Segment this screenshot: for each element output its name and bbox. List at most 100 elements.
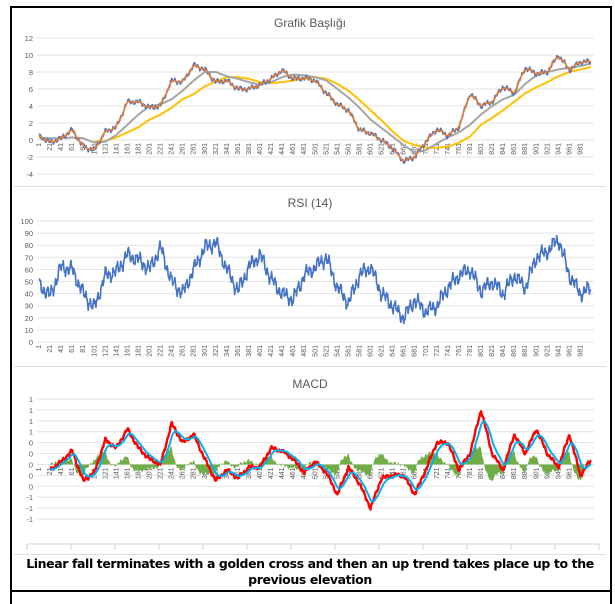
price-chart-panel: Grafik Başlığı 12 10 8 6 4 2 0 -2 -4 1 21 41 61 81 101… bbox=[14, 8, 606, 187]
x-tick-label: 361 bbox=[235, 345, 242, 357]
x-tick-label: 201 bbox=[147, 345, 154, 357]
x-tick-label: 621 bbox=[379, 143, 386, 155]
x-tick-label: 841 bbox=[500, 467, 507, 479]
x-tick-label: 121 bbox=[102, 143, 109, 155]
outer-frame bbox=[10, 6, 612, 604]
x-tick-label: 1 bbox=[36, 467, 43, 471]
x-tick-label: 601 bbox=[368, 345, 375, 357]
x-tick-label: 901 bbox=[533, 345, 540, 357]
x-tick-label: 461 bbox=[290, 467, 297, 479]
x-tick-label: 641 bbox=[390, 345, 397, 357]
x-tick-label: 81 bbox=[80, 345, 87, 353]
x-tick-label: 201 bbox=[147, 467, 154, 479]
x-tick-label: 41 bbox=[58, 467, 65, 475]
y-tick-label: 0 bbox=[29, 136, 33, 145]
macd-chart: 111100000-1-1-11214161811011211411611812… bbox=[26, 395, 600, 550]
x-tick-label: 861 bbox=[511, 467, 518, 479]
y-tick-label: 0 bbox=[29, 460, 33, 469]
x-tick-label: 941 bbox=[555, 467, 562, 479]
x-tick-label: 721 bbox=[434, 467, 441, 479]
figure-caption: Linear fall terminates with a golden cro… bbox=[26, 556, 594, 587]
x-tick-label: 281 bbox=[191, 467, 198, 479]
x-tick-label: 901 bbox=[533, 467, 540, 479]
x-tick-label: 421 bbox=[268, 467, 275, 479]
x-tick-label: 321 bbox=[213, 345, 220, 357]
x-tick-label: 841 bbox=[500, 143, 507, 155]
x-tick-label: 881 bbox=[522, 345, 529, 357]
x-tick-label: 921 bbox=[544, 143, 551, 155]
x-tick-label: 801 bbox=[478, 345, 485, 357]
macd-histogram bbox=[50, 445, 592, 482]
x-tick-label: 821 bbox=[489, 345, 496, 357]
y-tick-label: 12 bbox=[25, 34, 33, 43]
x-tick-label: 141 bbox=[113, 467, 120, 479]
macd-chart-panel: MACD 111100000-1-1-112141618110112114116… bbox=[14, 368, 606, 555]
x-tick-label: 321 bbox=[213, 143, 220, 155]
y-tick-label: 6 bbox=[29, 85, 33, 94]
x-tick-label: 521 bbox=[323, 345, 330, 357]
y-tick-label: -1 bbox=[26, 504, 33, 513]
rsi-chart-title: RSI (14) bbox=[287, 196, 333, 210]
x-tick-label: 101 bbox=[91, 345, 98, 357]
y-tick-label: -1 bbox=[26, 493, 33, 502]
x-tick-label: 181 bbox=[135, 467, 142, 479]
x-tick-label: 401 bbox=[257, 345, 264, 357]
x-tick-label: 21 bbox=[47, 467, 54, 475]
x-tick-label: 481 bbox=[301, 345, 308, 357]
x-tick-label: 761 bbox=[456, 143, 463, 155]
y-tick-label: 10 bbox=[25, 51, 33, 60]
y-tick-label: 0 bbox=[29, 482, 33, 491]
x-tick-label: 401 bbox=[257, 143, 264, 155]
x-tick-label: 881 bbox=[522, 467, 529, 479]
y-tick-label: 90 bbox=[25, 229, 33, 238]
y-tick-label: 40 bbox=[25, 290, 33, 299]
x-tick-label: 501 bbox=[312, 143, 319, 155]
x-tick-label: 541 bbox=[334, 143, 341, 155]
x-tick-label: 221 bbox=[158, 143, 165, 155]
x-tick-label: 241 bbox=[169, 467, 176, 479]
x-tick-label: 721 bbox=[434, 143, 441, 155]
x-tick-label: 681 bbox=[412, 143, 419, 155]
y-tick-label: 60 bbox=[25, 265, 33, 274]
x-tick-label: 341 bbox=[224, 345, 231, 357]
x-tick-label: 161 bbox=[124, 345, 131, 357]
macd-line bbox=[49, 410, 592, 511]
y-tick-label: 100 bbox=[20, 217, 33, 226]
x-tick-label: 661 bbox=[401, 143, 408, 155]
x-tick-label: 421 bbox=[268, 143, 275, 155]
x-tick-label: 861 bbox=[511, 345, 518, 357]
x-tick-label: 941 bbox=[555, 143, 562, 155]
x-tick-label: 661 bbox=[401, 467, 408, 479]
x-tick-label: 561 bbox=[345, 143, 352, 155]
x-tick-label: 841 bbox=[500, 345, 507, 357]
x-tick-label: 21 bbox=[47, 345, 54, 353]
x-tick-label: 381 bbox=[246, 467, 253, 479]
x-tick-label: 401 bbox=[257, 467, 264, 479]
x-tick-label: 281 bbox=[191, 143, 198, 155]
y-tick-label: 80 bbox=[25, 241, 33, 250]
x-tick-label: 981 bbox=[578, 143, 585, 155]
macd-chart-title: MACD bbox=[292, 377, 328, 391]
x-tick-label: 581 bbox=[356, 345, 363, 357]
y-tick-label: 0 bbox=[29, 439, 33, 448]
x-tick-label: 181 bbox=[135, 143, 142, 155]
x-tick-label: 961 bbox=[566, 143, 573, 155]
x-tick-label: 61 bbox=[69, 467, 76, 475]
x-tick-label: 461 bbox=[290, 143, 297, 155]
x-tick-label: 561 bbox=[345, 467, 352, 479]
x-tick-label: 21 bbox=[47, 143, 54, 151]
x-tick-label: 121 bbox=[102, 467, 109, 479]
y-tick-label: 0 bbox=[29, 338, 33, 347]
x-tick-label: 381 bbox=[246, 345, 253, 357]
x-tick-label: 541 bbox=[334, 345, 341, 357]
y-tick-label: -4 bbox=[26, 170, 33, 179]
y-tick-label: 1 bbox=[29, 406, 33, 415]
x-tick-label: 941 bbox=[555, 345, 562, 357]
x-tick-label: 1 bbox=[36, 345, 43, 349]
y-tick-label: 50 bbox=[25, 278, 33, 287]
x-tick-label: 901 bbox=[533, 143, 540, 155]
x-tick-label: 541 bbox=[334, 467, 341, 479]
x-tick-label: 781 bbox=[467, 143, 474, 155]
